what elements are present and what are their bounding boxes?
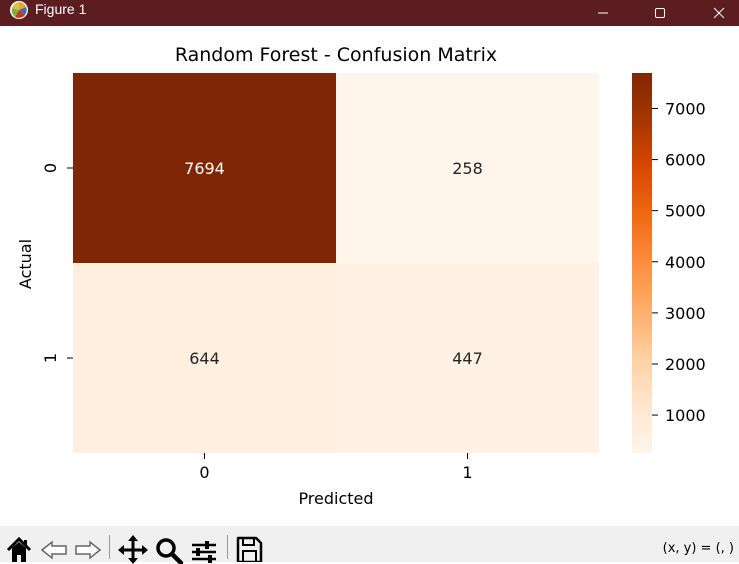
minimize-icon [598,12,608,14]
y-axis-label: Actual [16,239,35,289]
chart-title: Random Forest - Confusion Matrix [175,44,497,66]
forward-button[interactable] [72,534,104,562]
toolbar-separator [109,535,110,559]
sliders-icon [192,541,216,563]
confusion-matrix-heatmap: Random Forest - Confusion Matrix 7694 258… [16,44,706,508]
cell-annotation: 258 [452,159,483,178]
cell-annotation: 447 [452,349,483,368]
y-tick-label: 0 [41,163,60,173]
close-icon [713,7,725,19]
colorbar-tick-label: 3000 [665,304,706,323]
colorbar-tick-label: 6000 [665,151,706,170]
heatmap-cell [73,73,336,263]
maximize-icon [655,8,665,18]
colorbar-tick-label: 4000 [665,253,706,272]
back-arrow-icon [40,540,67,560]
back-button[interactable] [38,534,70,562]
save-button[interactable] [233,534,265,562]
colorbar-tick-label: 1000 [665,406,706,425]
zoom-magnifier-icon [156,538,184,564]
colorbar-tick-label: 7000 [665,99,706,118]
matplotlib-logo-icon [10,1,28,19]
window-title: Figure 1 [35,1,87,17]
y-tick-label: 1 [41,353,60,363]
cell-annotation: 644 [189,349,220,368]
heatmap-cells: 7694 258 644 447 [73,73,599,453]
minimize-button[interactable] [580,0,626,26]
x-tick-label: 0 [199,463,209,482]
cursor-coordinates: (x, y) = (, ) [662,541,734,556]
colorbar [632,73,652,453]
forward-arrow-icon [75,540,102,560]
heatmap-cell [336,73,599,263]
home-button[interactable] [3,534,35,562]
maximize-button[interactable] [637,0,683,26]
close-button[interactable] [696,0,739,26]
save-disk-icon [236,536,263,562]
heatmap-cell [336,263,599,453]
heatmap-axes: 0 1 0 1 [41,163,473,482]
figure-canvas[interactable]: Random Forest - Confusion Matrix 7694 258… [0,26,739,526]
navigation-toolbar: (x, y) = (, ) [0,526,739,564]
colorbar-tick-label: 2000 [665,355,706,374]
x-tick-label: 1 [462,463,472,482]
pan-move-icon [118,535,148,564]
colorbar-tick-label: 5000 [665,202,706,221]
zoom-button[interactable] [153,534,185,564]
cell-annotation: 7694 [184,159,225,178]
x-axis-label: Predicted [298,489,373,508]
pan-button[interactable] [117,534,149,564]
home-icon [6,536,32,562]
toolbar-separator [227,535,228,559]
heatmap-cell [73,263,336,453]
window-titlebar: Figure 1 [0,0,739,26]
configure-subplots-button[interactable] [188,534,220,563]
colorbar-ticks: 1000 2000 3000 4000 5000 6000 7000 [652,99,706,425]
